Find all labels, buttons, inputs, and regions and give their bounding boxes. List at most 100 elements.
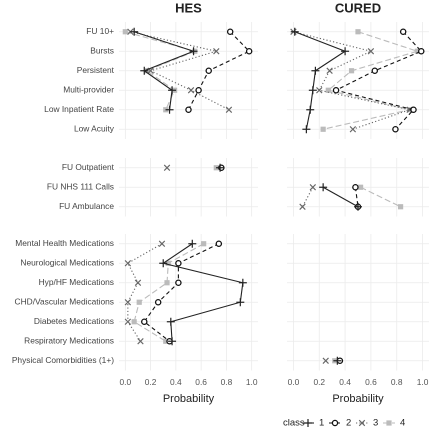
point (354, 202, 362, 211)
point (124, 260, 132, 267)
point (189, 47, 198, 56)
marker-part (358, 419, 366, 427)
legend-label: 3 (373, 418, 378, 429)
point (311, 66, 320, 75)
x-tick-label: 0.6 (195, 377, 207, 387)
marker-part (124, 318, 132, 325)
point (236, 298, 245, 307)
x-tick-label: 0.4 (170, 377, 182, 387)
point (398, 204, 404, 210)
point (367, 48, 375, 55)
point (140, 66, 149, 75)
x-tick-label: 1.0 (246, 377, 258, 387)
point (341, 47, 350, 56)
marker-part (185, 106, 192, 114)
point (316, 87, 323, 94)
panel-title: HES (175, 0, 202, 15)
point (299, 203, 306, 210)
point (165, 105, 174, 114)
marker-part (225, 106, 233, 113)
point (130, 27, 139, 36)
marker-part (325, 87, 331, 93)
point (332, 87, 340, 94)
point (137, 338, 144, 345)
x-tick-label: 0.8 (221, 377, 233, 387)
point (352, 183, 359, 191)
x-tick-label: 0.2 (145, 377, 157, 387)
point (302, 125, 311, 134)
point (163, 338, 169, 344)
point (320, 126, 326, 132)
marker-part (355, 29, 361, 35)
point (168, 86, 177, 95)
marker-part (175, 259, 182, 267)
category-label: FU Ambulance (59, 201, 114, 211)
legend-marker (386, 420, 392, 426)
point (414, 48, 420, 54)
marker-part (322, 357, 329, 364)
point (325, 87, 331, 93)
marker-part (131, 319, 137, 325)
point (333, 356, 342, 365)
marker-part (158, 240, 166, 247)
legend-marker (304, 419, 312, 427)
point (322, 357, 329, 364)
marker-part (205, 67, 212, 75)
point (124, 299, 132, 306)
category-label: FU 10+ (86, 26, 114, 36)
marker-part (392, 126, 399, 133)
marker-part (367, 48, 375, 55)
point (141, 318, 148, 325)
category-label: Multi-provider (63, 84, 114, 94)
marker-part (414, 48, 420, 54)
marker-part (299, 203, 306, 210)
legend-label: 1 (319, 418, 324, 429)
series-line (161, 243, 244, 342)
category-label: Hyp/HF Medications (39, 277, 114, 287)
x-tick-label: 0.4 (339, 377, 351, 387)
x-tick-label: 0.0 (119, 377, 131, 387)
marker-part (175, 279, 182, 286)
legend-marker (331, 419, 339, 427)
marker-part (357, 184, 364, 190)
x-axis-label: Probability (332, 393, 384, 405)
marker-part (137, 338, 144, 345)
category-label: Neurological Medications (20, 257, 114, 267)
series-line (322, 186, 359, 208)
series-line (293, 31, 412, 130)
marker-part (309, 184, 317, 191)
marker-part (398, 204, 404, 210)
point (348, 68, 355, 74)
category-label: CHD/Vascular Medications (15, 296, 114, 306)
marker-part (154, 298, 162, 306)
marker-part (163, 164, 171, 171)
point (131, 319, 137, 325)
point (136, 299, 142, 305)
marker-part (331, 419, 339, 427)
category-label: FU NHS 111 Calls (47, 181, 114, 191)
marker-part (386, 420, 392, 426)
marker-part (141, 318, 148, 325)
category-label: Bursts (90, 45, 114, 55)
point (166, 317, 175, 326)
legend-title: class (283, 418, 305, 429)
point (245, 48, 253, 55)
series-line (127, 243, 163, 342)
marker-part (195, 87, 202, 94)
point (159, 259, 168, 268)
series-line (360, 186, 401, 208)
point (238, 278, 247, 287)
point (158, 240, 166, 247)
point (306, 105, 315, 114)
point (175, 279, 182, 286)
legend-label: 2 (346, 418, 351, 429)
point (349, 126, 357, 133)
point (154, 298, 162, 306)
point (226, 28, 234, 35)
series-line (143, 243, 220, 342)
point (355, 29, 361, 35)
point (165, 260, 171, 266)
marker-part (122, 29, 128, 35)
marker-part (332, 87, 340, 94)
